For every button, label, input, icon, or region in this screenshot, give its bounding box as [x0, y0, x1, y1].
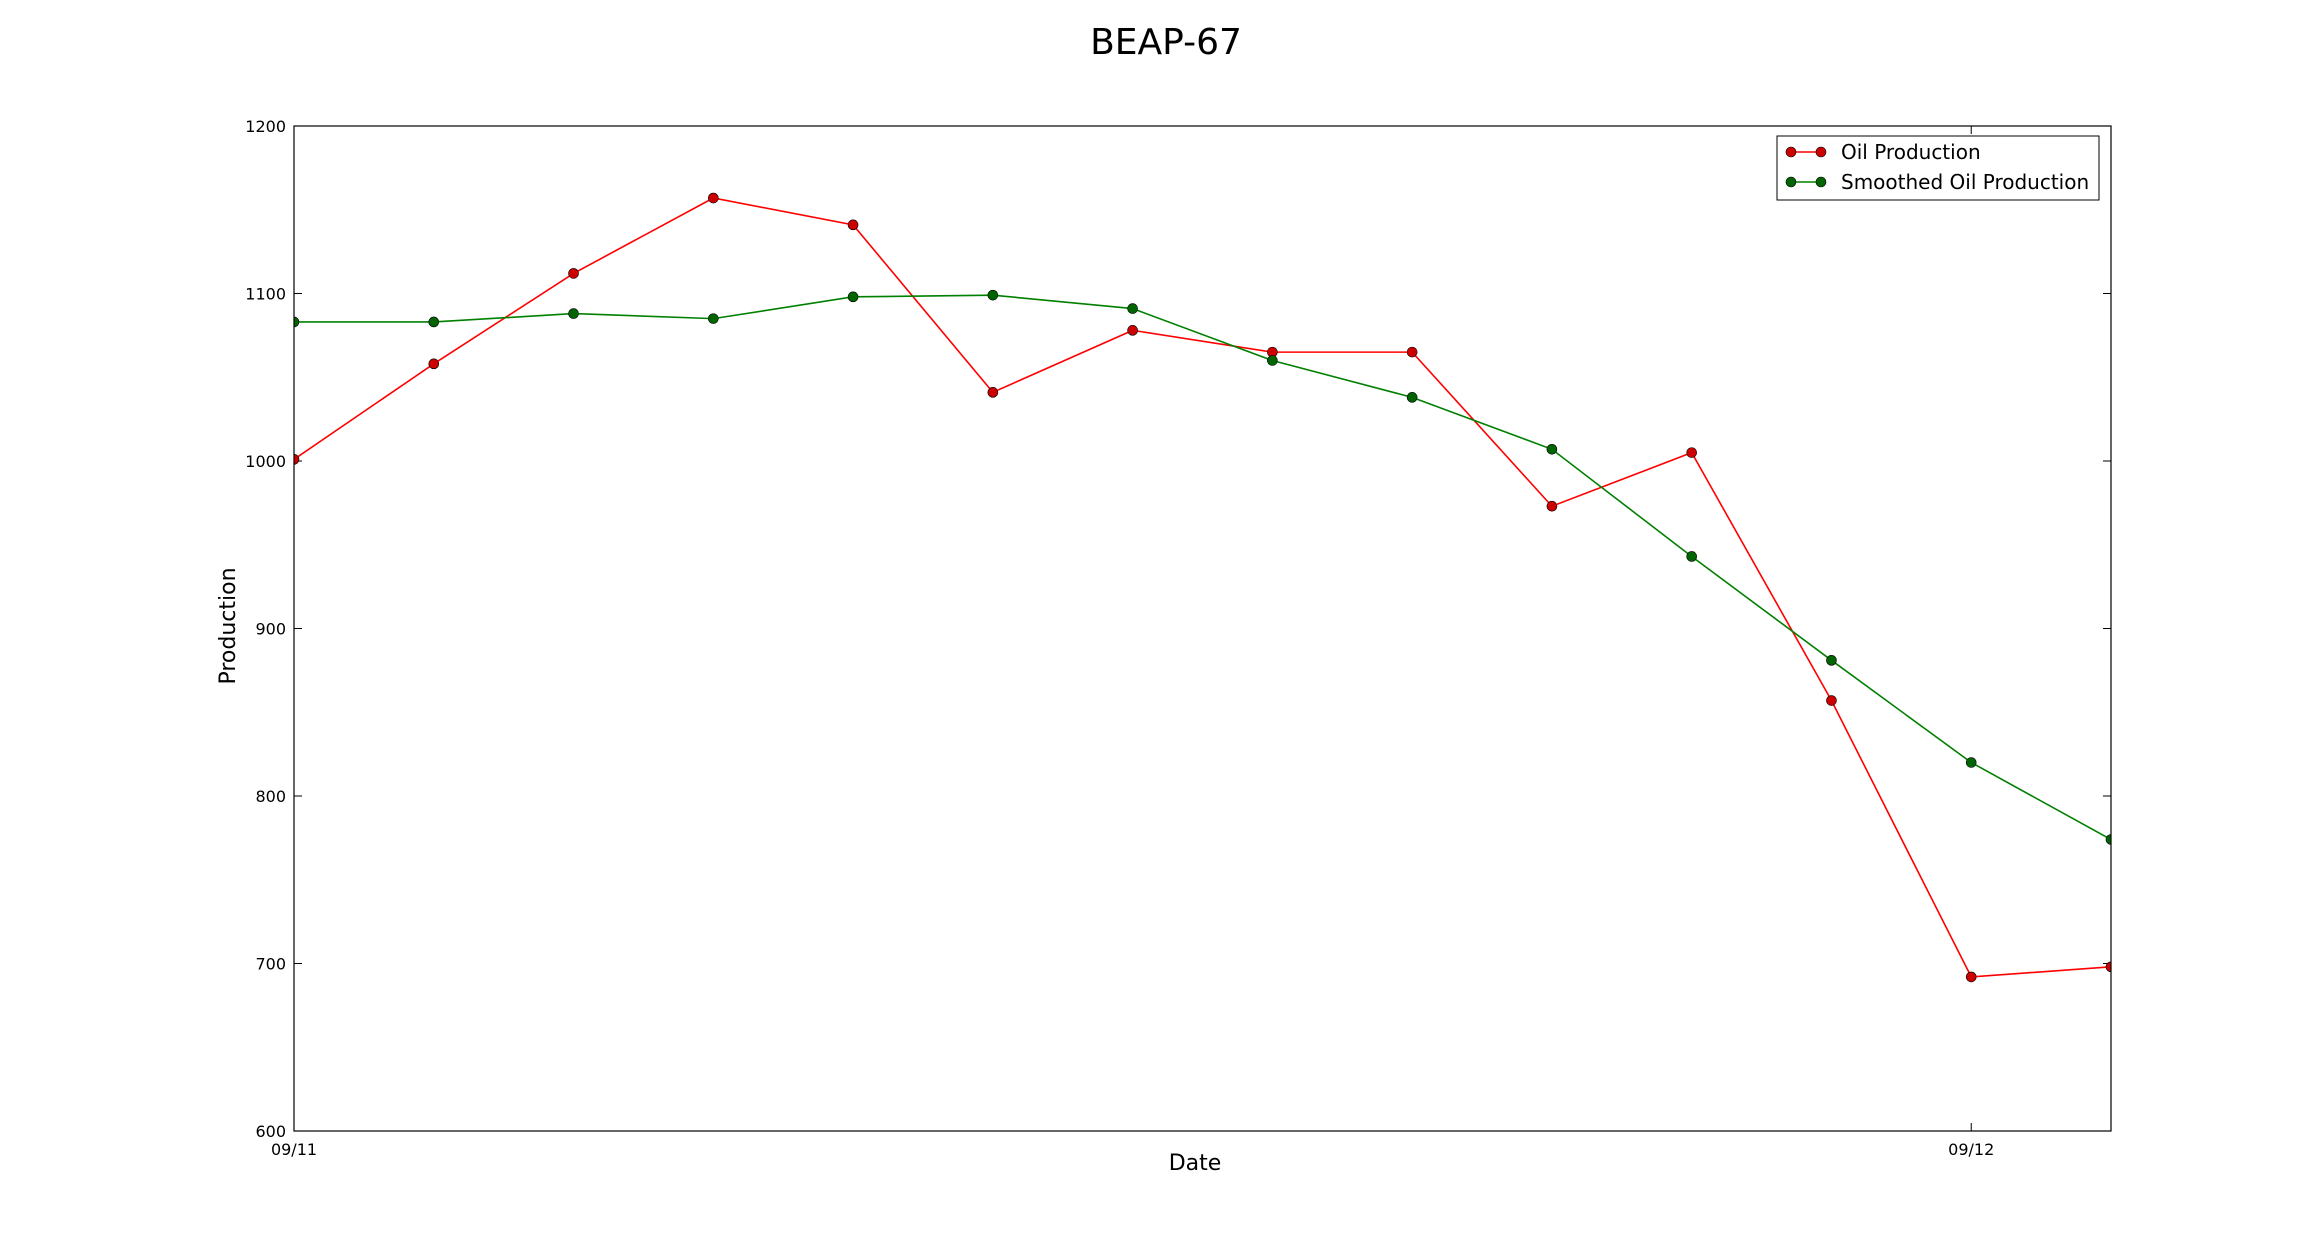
- data-point: [294, 316, 300, 328]
- series-1: [294, 192, 2111, 983]
- data-point: [1826, 695, 1837, 706]
- data-point: [568, 308, 579, 319]
- series-2: [294, 289, 2111, 845]
- data-point: [847, 219, 859, 231]
- legend-marker: [1815, 146, 1827, 158]
- plot-frame: [293, 125, 2112, 1132]
- legend-box: [1776, 135, 2100, 201]
- legend: Oil Production Smoothed Oil Production: [1776, 135, 2100, 201]
- data-point: [1406, 392, 1418, 403]
- data-point: [708, 192, 719, 204]
- legend-entry: Smoothed Oil Production: [1841, 170, 2089, 194]
- x-tick-label: 09/11: [271, 1140, 317, 1159]
- data-point: [1686, 447, 1697, 458]
- data-point: [428, 316, 440, 328]
- data-point: [708, 313, 719, 324]
- y-tick-label: 700: [255, 955, 286, 974]
- series-line: [294, 197, 2111, 978]
- x-tick-label: 09/12: [1948, 1140, 1994, 1159]
- data-point: [987, 289, 999, 301]
- data-point: [1686, 551, 1697, 562]
- data-point: [2105, 961, 2111, 973]
- data-point: [428, 358, 440, 370]
- data-point: [1546, 443, 1558, 455]
- y-tick-label: 600: [255, 1122, 286, 1141]
- data-point: [847, 291, 859, 303]
- plot-area: 600 700 800 900 1000 1100 1200 09/11 09/12: [245, 117, 2112, 1159]
- y-tick-label: 900: [255, 620, 286, 639]
- y-tick-label: 1200: [245, 117, 286, 136]
- y-tick-label: 800: [255, 787, 286, 806]
- y-axis-label: Production: [216, 567, 241, 684]
- x-axis-label: Date: [1169, 1151, 1222, 1176]
- chart-title: BEAP-67: [1090, 22, 1242, 63]
- data-point: [1127, 303, 1138, 314]
- data-point: [294, 454, 300, 465]
- data-point: [1406, 346, 1418, 358]
- y-tick-label: 1000: [245, 452, 286, 471]
- data-point: [1127, 325, 1138, 336]
- data-point: [1965, 971, 1977, 983]
- data-point: [1826, 655, 1837, 666]
- data-point: [1546, 500, 1558, 512]
- series-line: [294, 294, 2111, 841]
- legend-entry: Oil Production: [1841, 140, 1981, 164]
- y-tick-label: 1100: [245, 285, 286, 304]
- legend-marker: [1815, 176, 1827, 188]
- data-point: [1267, 355, 1278, 366]
- legend-marker: [1785, 146, 1797, 158]
- data-point: [987, 387, 999, 398]
- data-point: [1965, 757, 1977, 768]
- data-point: [2105, 834, 2111, 845]
- data-point: [568, 268, 579, 279]
- legend-marker: [1785, 176, 1797, 188]
